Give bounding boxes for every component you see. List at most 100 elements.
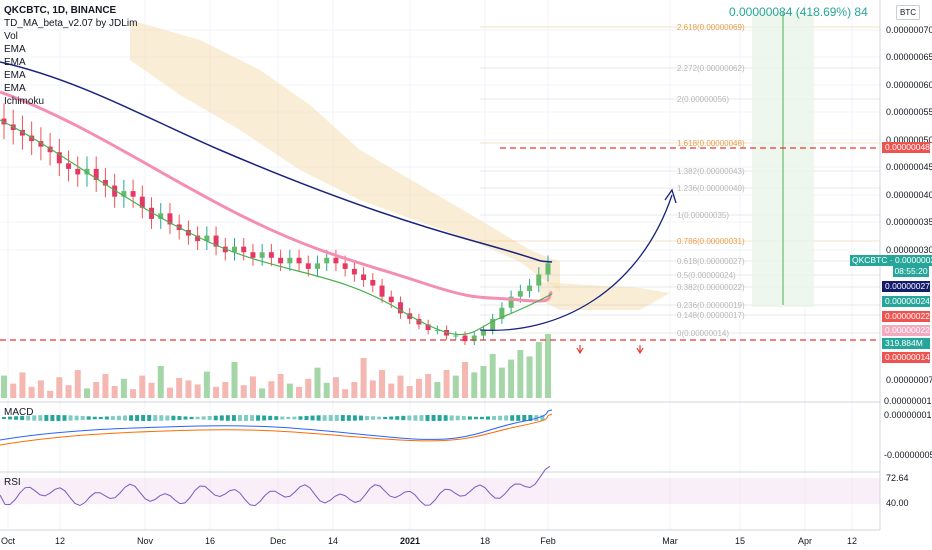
indicator-ema-3[interactable]: EMA — [4, 70, 26, 81]
measure-readout: 0.00000084 (418.69%) 84 — [729, 5, 868, 19]
volume-bar — [397, 375, 404, 398]
price-tick: 0.00000045 — [886, 162, 932, 172]
indicator-ema-2[interactable]: EMA — [4, 57, 26, 68]
price-tag: 0.00000024 — [882, 296, 930, 307]
volume-bar — [406, 386, 413, 398]
candle-body — [379, 285, 385, 297]
volume-bar — [83, 388, 90, 398]
bar-countdown: 08:55:20 — [893, 266, 929, 277]
macd-hist — [262, 415, 267, 421]
macd-label[interactable]: MACD — [4, 407, 34, 418]
macd-hist — [38, 415, 43, 421]
macd-hist — [74, 415, 79, 421]
rsi-label[interactable]: RSI — [4, 477, 21, 488]
macd-hist — [231, 415, 236, 421]
candle-body — [250, 252, 256, 258]
volume-bar — [194, 384, 201, 398]
indicator-vol[interactable]: Vol — [4, 31, 18, 42]
time-tick: Apr — [798, 536, 812, 546]
candlesticks — [1, 103, 551, 345]
macd-hist — [352, 415, 357, 421]
candle-body — [112, 185, 118, 197]
indicator-ema-4[interactable]: EMA — [4, 83, 26, 94]
candle-body — [490, 318, 496, 330]
time-tick: 12 — [55, 536, 65, 546]
candle-body — [56, 152, 62, 164]
volume-bar — [37, 380, 44, 398]
macd-hist — [377, 416, 382, 420]
candle-body — [121, 191, 127, 197]
currency-button[interactable]: BTC — [896, 5, 920, 20]
macd-hist — [407, 415, 412, 421]
macd-hist — [340, 415, 345, 421]
candle-body — [416, 318, 422, 325]
volume-bar — [314, 367, 321, 398]
macd-hist — [159, 415, 164, 421]
macd-hist — [110, 416, 115, 420]
ema-blue — [0, 61, 553, 263]
indicator-ema-1[interactable]: EMA — [4, 44, 26, 55]
price-tag: 0.00000022 — [882, 311, 930, 322]
candle-body — [517, 291, 523, 297]
volume-bar — [415, 378, 422, 398]
price-tick: 0.00000070 — [886, 25, 932, 35]
volume-bar — [185, 380, 192, 398]
macd-hist — [177, 416, 182, 420]
candle-body — [139, 196, 145, 208]
macd-hist — [32, 415, 37, 421]
candle-body — [278, 257, 284, 264]
macd-hist — [207, 416, 212, 420]
rsi-tick: 72.64 — [886, 473, 909, 483]
volume-bar — [231, 362, 238, 398]
price-tick: 0.00000007 — [886, 375, 932, 385]
indicator-td-ma[interactable]: TD_MA_beta_v2.07 by JDLim — [4, 18, 138, 29]
candle-body — [268, 252, 274, 258]
candle-body — [93, 168, 99, 180]
volume-bar — [517, 350, 524, 398]
symbol-title[interactable]: QKCBTC, 1D, BINANCE — [4, 5, 117, 16]
candle-body — [167, 213, 173, 225]
macd-hist — [8, 416, 13, 420]
fib-label: 1.382(0.00000043) — [677, 167, 745, 176]
projection-arrow — [479, 188, 677, 332]
fib-label: 0(0.00000014) — [677, 329, 729, 338]
macd-tick: 0.00000001 — [884, 396, 932, 406]
candle-body — [397, 302, 403, 314]
fib-label: 2.272(0.00000062) — [677, 64, 745, 73]
macd-hist — [498, 415, 503, 421]
volume-bar — [508, 359, 515, 398]
fib-label: 1.618(0.00000048) — [677, 139, 745, 148]
macd-hist — [395, 416, 400, 420]
fib-label: 0.618(0.00000027) — [677, 257, 745, 266]
volume-bar — [323, 382, 330, 398]
macd-hist — [461, 416, 466, 420]
candle-body — [213, 235, 219, 247]
macd-hist — [195, 416, 200, 420]
macd-hist — [2, 417, 6, 419]
candle-body — [66, 163, 72, 169]
candle-body — [333, 257, 339, 264]
candle-body — [204, 235, 210, 242]
volume-bar — [166, 387, 173, 398]
fib-label: 1.236(0.00000040) — [677, 184, 745, 193]
candle-body — [370, 280, 376, 286]
macd-hist — [213, 415, 218, 421]
macd-line — [0, 409, 553, 441]
macd-hist — [62, 415, 67, 421]
macd-hist — [522, 415, 527, 421]
macd-hist — [129, 415, 134, 421]
volume-bar — [268, 381, 275, 398]
price-tick: 0.00000035 — [886, 217, 932, 227]
candle-body — [545, 263, 551, 275]
macd-hist — [268, 415, 273, 421]
macd-hist — [50, 415, 55, 421]
indicator-ichimoku[interactable]: Ichimoku — [4, 96, 45, 107]
price-tick: 0.00000055 — [886, 107, 932, 117]
macd-hist — [244, 415, 248, 421]
volume-bar — [360, 358, 367, 398]
macd-hist — [56, 415, 61, 421]
volume-bar — [176, 378, 183, 398]
macd-hist — [135, 415, 140, 421]
candle-body — [361, 274, 367, 280]
